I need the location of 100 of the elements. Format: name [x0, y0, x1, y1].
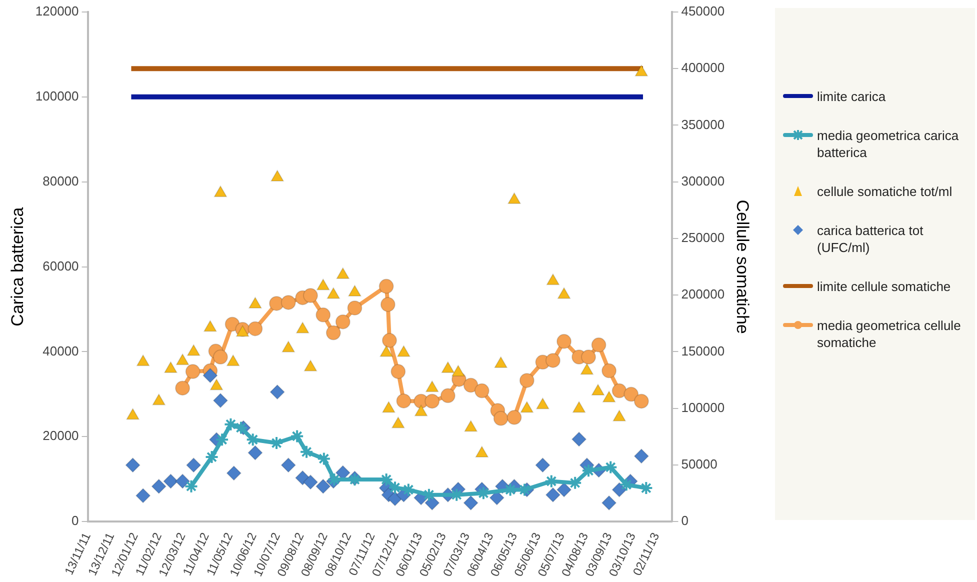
point — [184, 479, 198, 494]
point — [187, 344, 200, 356]
point — [326, 287, 340, 299]
point — [335, 314, 350, 330]
y-tick-label: 100000 — [35, 88, 79, 104]
point — [136, 354, 150, 366]
point — [441, 362, 454, 374]
point — [634, 448, 649, 464]
point — [396, 393, 412, 408]
point — [185, 364, 200, 380]
point — [520, 401, 534, 413]
point — [604, 460, 618, 474]
point — [270, 436, 284, 450]
point — [234, 420, 248, 435]
point — [248, 297, 262, 308]
point — [300, 444, 314, 459]
point — [612, 410, 626, 422]
point — [414, 404, 428, 416]
point — [382, 332, 397, 348]
point — [535, 458, 550, 473]
point — [175, 474, 190, 489]
point — [303, 288, 318, 304]
legend-label: cellule somatiche tot/ml — [817, 183, 952, 200]
point — [164, 362, 178, 374]
y2-tick-label: 400000 — [681, 60, 725, 76]
point — [136, 488, 151, 504]
point — [304, 360, 318, 372]
point — [624, 386, 639, 402]
point — [280, 294, 296, 310]
point — [152, 394, 166, 406]
point — [226, 466, 242, 481]
point — [176, 354, 190, 366]
point — [572, 401, 586, 413]
point — [639, 481, 654, 496]
point — [210, 378, 224, 390]
point — [270, 384, 285, 400]
point — [536, 398, 550, 410]
point — [246, 432, 260, 447]
point — [426, 380, 439, 392]
point — [545, 352, 560, 368]
y2-tick-label: 150000 — [681, 343, 725, 358]
y2-tick-label: 50000 — [681, 456, 718, 472]
point — [463, 495, 478, 510]
point — [568, 476, 582, 490]
point — [380, 345, 393, 357]
point — [392, 416, 405, 428]
point — [336, 267, 350, 279]
point — [163, 474, 178, 489]
point — [602, 390, 616, 402]
point — [634, 64, 648, 76]
y2-tick-label: 200000 — [681, 286, 725, 302]
y2-tick-label: 350000 — [681, 116, 725, 132]
point — [125, 458, 140, 473]
point — [290, 429, 304, 444]
point — [204, 320, 217, 332]
point — [612, 383, 627, 398]
point — [348, 284, 362, 296]
point — [379, 472, 394, 487]
point — [557, 287, 571, 299]
point — [581, 350, 596, 365]
point — [602, 495, 617, 510]
y-tick-label: 80000 — [42, 173, 79, 188]
point — [382, 401, 396, 413]
point — [580, 363, 594, 375]
point — [316, 307, 331, 322]
point — [463, 378, 478, 393]
legend-label: limite cellule somatiche — [817, 278, 951, 295]
point — [248, 321, 263, 336]
point — [494, 356, 508, 368]
y2-tick-label: 0 — [681, 513, 688, 528]
point — [347, 300, 362, 316]
point — [619, 478, 634, 492]
point — [556, 482, 572, 498]
point — [380, 297, 396, 312]
point — [303, 474, 318, 490]
point — [212, 393, 228, 408]
y2-tick-label: 250000 — [681, 230, 725, 246]
legend-label: media geometrica carica batterica — [817, 127, 960, 161]
point — [214, 186, 228, 198]
legend-label: media geometrica cellule somatiche — [817, 317, 962, 351]
point — [544, 474, 558, 488]
point — [270, 170, 284, 182]
point — [506, 410, 522, 425]
point — [390, 364, 406, 380]
point — [215, 432, 230, 447]
point — [545, 487, 560, 502]
y-tick-label: 20000 — [42, 428, 79, 444]
y-tick-label: 40000 — [42, 343, 79, 358]
y-axis-title: Carica batterica — [8, 206, 27, 326]
point — [280, 458, 296, 473]
point — [634, 394, 649, 409]
point — [204, 450, 219, 464]
point — [422, 488, 436, 502]
point — [474, 383, 490, 398]
point — [572, 432, 587, 447]
point — [424, 394, 440, 409]
point — [316, 478, 331, 494]
point — [186, 458, 202, 473]
point — [602, 363, 617, 378]
point — [248, 445, 263, 460]
